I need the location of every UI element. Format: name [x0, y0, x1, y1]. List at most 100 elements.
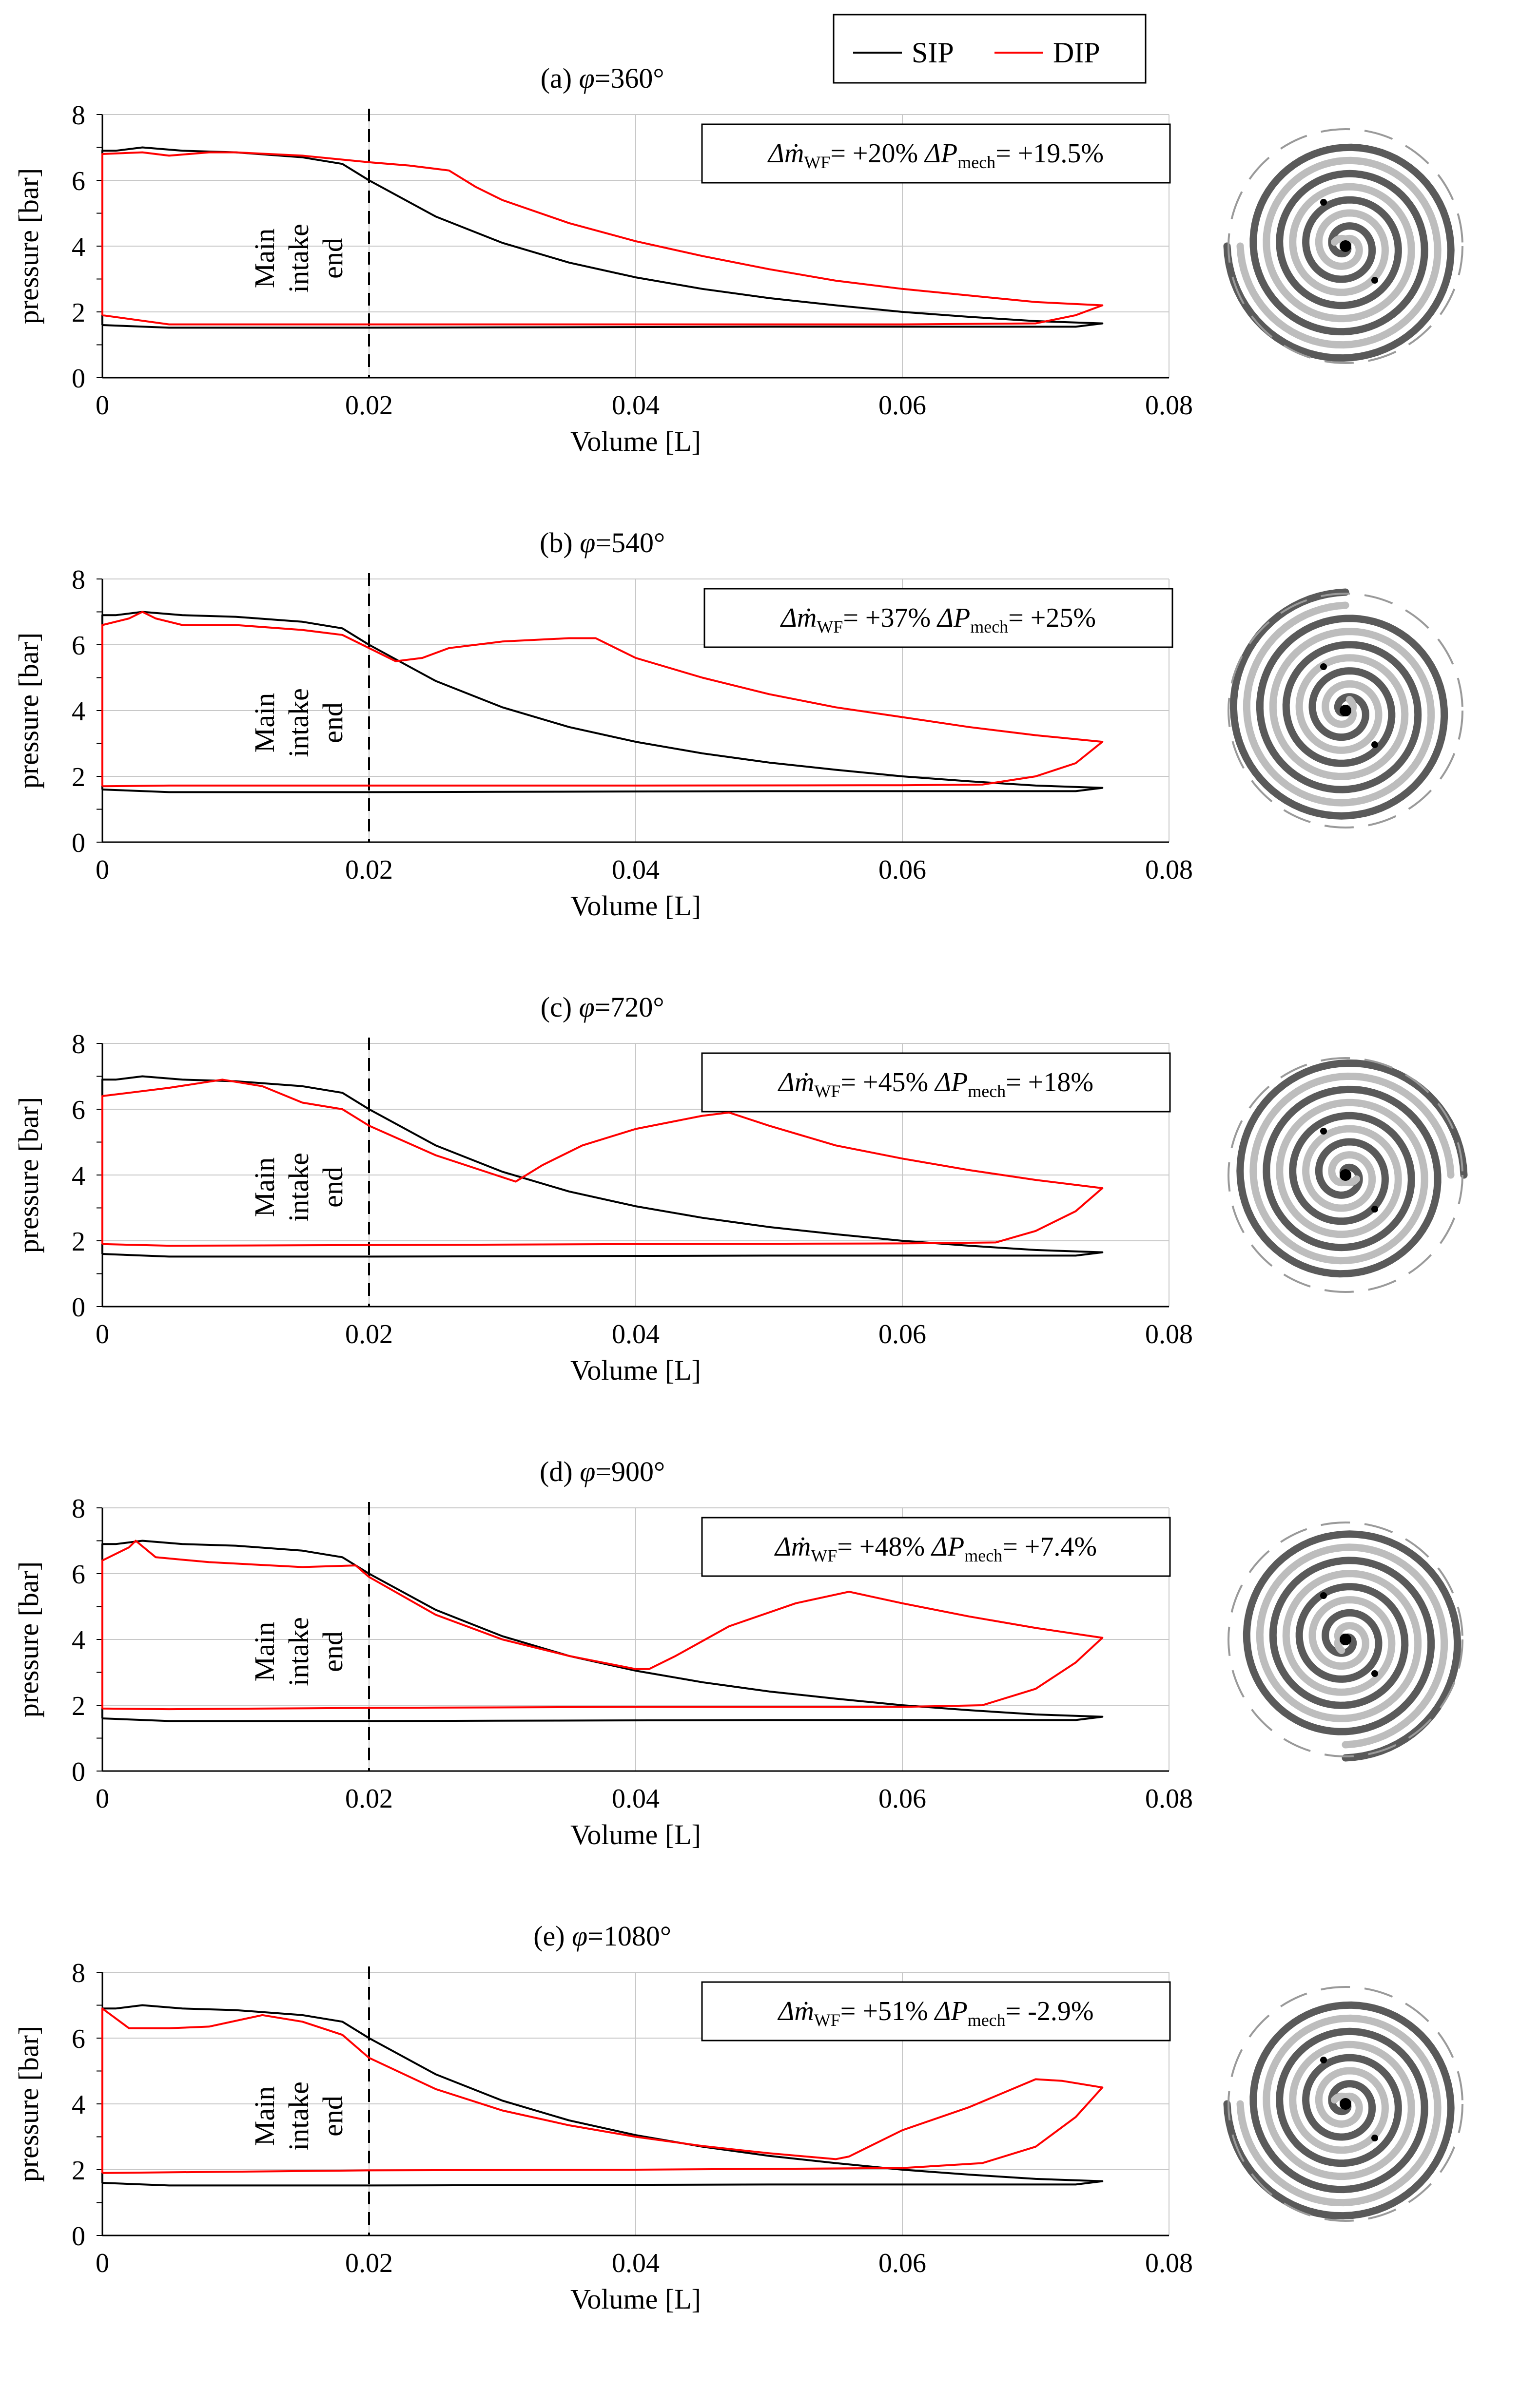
scroll-center-dot-3 [1340, 1634, 1351, 1645]
panel-title-symbol-2: φ [579, 991, 595, 1023]
info-mwf-value-0: = +20% [830, 138, 918, 169]
y-tick-label-3-3: 6 [72, 1560, 85, 1590]
info-wf-sub-2: WF [814, 1081, 840, 1101]
series-dip-0 [101, 151, 1104, 326]
scroll-port-dot-a-4 [1320, 2057, 1327, 2063]
panel-title-value-2: =720° [595, 991, 664, 1023]
panel-4: (e) φ=1080° 0 0.02 0.04 0.06 0.08 0 2 4 6 8 Volume … [13, 1920, 1463, 2315]
x-axis-label-0: Volume [L] [570, 425, 701, 457]
panel-title-value-3: =900° [595, 1456, 665, 1487]
panel-title-prefix-2: (c) [541, 991, 579, 1023]
info-p-3: P [947, 1532, 964, 1562]
x-tick-label-1-0: 0 [96, 855, 109, 885]
y-tick-label-4-0: 0 [72, 2221, 85, 2252]
annotation-line1-0: Main [249, 229, 280, 288]
info-mech-sub-3: mech [964, 1546, 1002, 1565]
panel-title-value-1: =540° [595, 527, 665, 559]
x-tick-label-2-0: 0 [96, 1319, 109, 1349]
info-mech-sub-0: mech [957, 153, 995, 172]
info-mech-sub-4: mech [968, 2010, 1006, 2030]
info-mwf-value-4: = +51% [840, 1996, 928, 2026]
series-sip-2 [101, 1075, 1104, 1258]
info-wf-sub-4: WF [814, 2010, 840, 2030]
scroll-fixed-wrap-2 [1249, 1072, 1455, 1265]
y-tick-label-4-1: 2 [72, 2156, 85, 2186]
panel-title-value-0: =360° [595, 62, 664, 94]
info-mdot-0: ṁ [784, 138, 804, 169]
annotation-line2-1: intake [283, 688, 314, 757]
y-tick-label-2-0: 0 [72, 1292, 85, 1323]
x-tick-label-2-4: 0.08 [1145, 1319, 1193, 1349]
info-mwf-value-3: = +48% [837, 1532, 925, 1562]
info-box-1 [703, 588, 1173, 648]
scroll-housing-1 [1228, 593, 1463, 828]
x-tick-label-2-1: 0.02 [345, 1319, 393, 1349]
scroll-orbiting-wrap-4 [1223, 2001, 1455, 2220]
x-tick-label-3-2: 0.04 [612, 1784, 660, 1814]
annotation-line1-4: Main [249, 2086, 280, 2146]
x-tick-label-2-3: 0.06 [878, 1319, 926, 1349]
y-axis-label-2: pressure [bar] [13, 1097, 44, 1253]
info-box-0 [701, 123, 1171, 184]
annotation-line1-1: Main [249, 693, 280, 752]
y-tick-label-3-0: 0 [72, 1757, 85, 1787]
series-sip-1 [101, 611, 1104, 793]
y-tick-label-3-2: 4 [72, 1625, 85, 1656]
annotation-line2-3: intake [283, 1617, 314, 1686]
info-text-3: ΔṁWF= +48% ΔPmech= +7.4% [774, 1532, 1097, 1565]
info-box-3 [701, 1517, 1171, 1577]
y-tick-label-0-1: 2 [72, 298, 85, 328]
panel-title-symbol-0: φ [579, 62, 595, 94]
panel-title-prefix-1: (b) [540, 527, 580, 559]
y-tick-label-0-4: 8 [72, 100, 85, 131]
annotation-line1-2: Main [249, 1157, 280, 1217]
x-tick-label-1-3: 0.06 [878, 855, 926, 885]
panel-title-prefix-4: (e) [533, 1920, 572, 1952]
legend-box [833, 14, 1147, 84]
annotation-line3-4: end [317, 2096, 349, 2137]
y-tick-label-3-1: 2 [72, 1691, 85, 1721]
x-tick-label-3-4: 0.08 [1145, 1784, 1193, 1814]
panel-0: (a) φ=360° 0 0.02 0.04 0.06 0.08 0 2 4 6 8 Volume [… [13, 62, 1463, 457]
info-delta-p-2: Δ [928, 1067, 951, 1098]
scroll-fixed-wrap-3 [1256, 1543, 1448, 1749]
x-tick-label-0-1: 0.02 [345, 390, 393, 421]
info-pmech-value-2: = +18% [1006, 1067, 1093, 1098]
main-intake-annotation-1: Mainintakeend [249, 688, 349, 757]
info-delta-m-3: Δ [774, 1532, 791, 1562]
info-mwf-value-2: = +45% [840, 1067, 928, 1098]
info-delta-p-4: Δ [928, 1996, 951, 2026]
scroll-housing-4 [1228, 1986, 1463, 2222]
info-wf-sub-1: WF [817, 617, 843, 636]
scroll-center-dot-2 [1340, 1169, 1351, 1181]
x-tick-label-4-2: 0.04 [612, 2248, 660, 2278]
x-tick-label-4-3: 0.06 [878, 2248, 926, 2278]
info-mwf-value-1: = +37% [843, 603, 931, 633]
y-tick-label-1-4: 8 [72, 565, 85, 595]
y-axis-label-3: pressure [bar] [13, 1561, 44, 1717]
y-tick-label-3-4: 8 [72, 1494, 85, 1524]
annotation-line3-1: end [317, 702, 349, 743]
x-tick-label-3-3: 0.06 [878, 1784, 926, 1814]
info-box-4 [701, 1981, 1171, 2042]
legend-sip-label: SIP [912, 37, 954, 69]
scroll-port-dot-a-1 [1320, 663, 1327, 670]
scroll-fixed-wrap-1 [1243, 601, 1435, 807]
x-tick-label-3-1: 0.02 [345, 1784, 393, 1814]
y-tick-label-0-2: 4 [72, 232, 85, 262]
series-dip-3 [101, 1540, 1104, 1711]
legend-dip-label: DIP [1053, 37, 1100, 69]
scroll-center-dot-4 [1340, 2098, 1351, 2110]
info-p-0: P [940, 138, 957, 169]
legend: SIP DIP [833, 14, 1147, 84]
series-dip-2 [101, 1079, 1104, 1247]
panel-title-symbol-3: φ [580, 1456, 595, 1487]
info-delta-p-0: Δ [918, 138, 941, 169]
x-tick-label-0-4: 0.08 [1145, 390, 1193, 421]
scroll-port-dot-b-3 [1371, 1670, 1378, 1677]
info-mdot-1: ṁ [797, 603, 817, 633]
panel-title-prefix-0: (a) [541, 62, 579, 94]
scroll-port-dot-a-2 [1320, 1128, 1327, 1135]
scroll-housing-3 [1228, 1522, 1463, 1757]
y-axis-label-1: pressure [bar] [13, 633, 44, 789]
